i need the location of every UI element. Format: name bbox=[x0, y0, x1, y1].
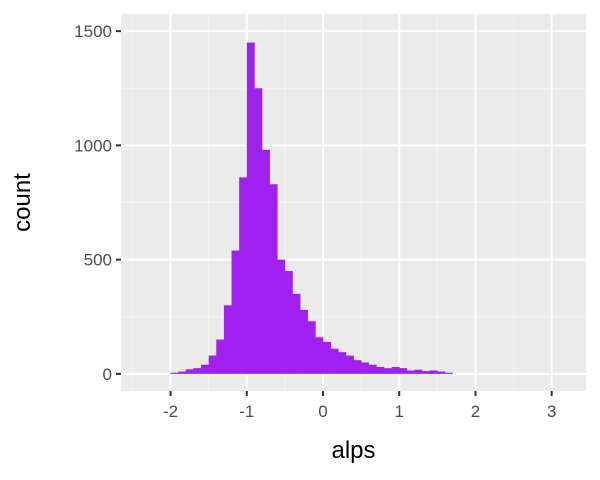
histogram-bar bbox=[399, 368, 408, 374]
x-axis: -2 -1 0 1 2 3 bbox=[163, 391, 556, 421]
histogram-bar bbox=[277, 259, 286, 374]
grid-minor bbox=[121, 14, 586, 391]
histogram-bar bbox=[406, 370, 415, 374]
histogram-bar bbox=[170, 372, 179, 374]
histogram-bar bbox=[414, 369, 423, 374]
histogram-bar bbox=[391, 367, 400, 374]
x-tick-label: 1 bbox=[395, 402, 404, 421]
histogram-bar bbox=[246, 42, 255, 374]
y-axis: 0 500 1000 1500 bbox=[74, 22, 121, 384]
histogram-bar bbox=[300, 309, 309, 374]
histogram-bar bbox=[330, 348, 339, 374]
histogram-bar bbox=[185, 369, 194, 374]
histogram-bar bbox=[269, 184, 278, 374]
histogram-bar bbox=[178, 371, 187, 374]
histogram-bar bbox=[201, 364, 209, 374]
y-tick-label: 1500 bbox=[74, 22, 112, 41]
histogram-bar bbox=[292, 293, 301, 374]
y-tick-label: 0 bbox=[103, 365, 112, 384]
histogram-bar bbox=[376, 367, 385, 374]
x-tick-label: 0 bbox=[318, 402, 327, 421]
histogram-bar bbox=[262, 149, 270, 374]
histogram-bar bbox=[307, 321, 316, 374]
x-tick-label: 2 bbox=[471, 402, 480, 421]
x-tick-label: 3 bbox=[547, 402, 556, 421]
histogram-bar bbox=[193, 368, 202, 374]
histogram-bar bbox=[345, 355, 354, 374]
histogram-bar bbox=[315, 337, 324, 374]
histogram-bar bbox=[361, 362, 370, 374]
x-tick-label: -1 bbox=[239, 402, 254, 421]
histogram-bar bbox=[429, 370, 438, 374]
histogram-bar bbox=[231, 250, 240, 374]
histogram-bar bbox=[323, 341, 331, 374]
y-tick-label: 500 bbox=[84, 251, 112, 270]
y-tick-label: 1000 bbox=[74, 136, 112, 155]
y-axis-title: count bbox=[9, 173, 36, 232]
histogram-bar bbox=[208, 355, 217, 374]
histogram-bar bbox=[368, 364, 377, 374]
histogram-bar bbox=[216, 339, 225, 374]
histogram-bar bbox=[239, 177, 248, 374]
histogram-bar bbox=[437, 371, 446, 374]
x-axis-title: alps bbox=[331, 437, 375, 464]
x-tick-label: -2 bbox=[163, 402, 178, 421]
histogram-bar bbox=[422, 371, 431, 374]
histogram-bar bbox=[338, 352, 347, 374]
histogram-bar bbox=[383, 368, 392, 374]
histogram-bar bbox=[254, 88, 263, 374]
histogram-bar bbox=[223, 305, 232, 374]
histogram-bar bbox=[444, 372, 453, 374]
histogram-bars bbox=[170, 42, 453, 374]
histogram-bar bbox=[353, 360, 362, 374]
histogram-bar bbox=[284, 271, 293, 374]
